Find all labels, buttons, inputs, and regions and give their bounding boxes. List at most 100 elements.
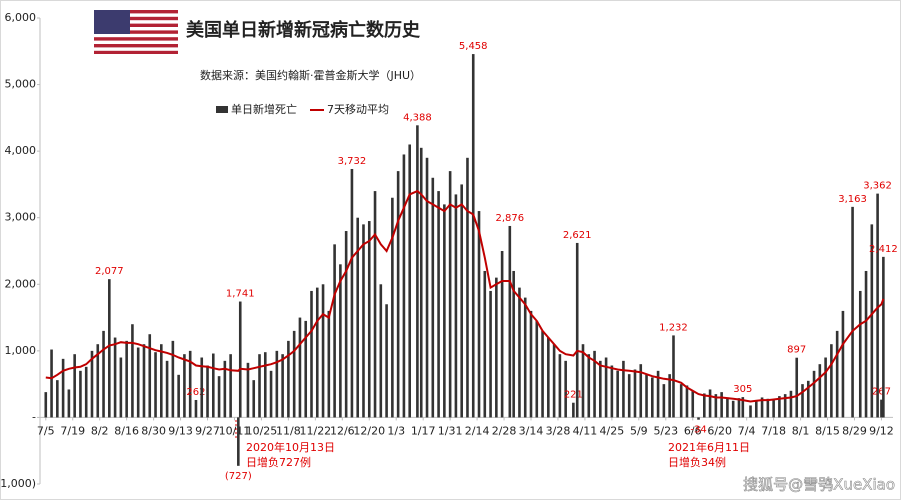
bar xyxy=(333,244,336,418)
bar xyxy=(339,264,342,418)
bar xyxy=(238,301,242,418)
bar xyxy=(783,394,787,418)
x-tick-label: 12/6 xyxy=(330,424,355,437)
x-tick-label: 8/1 xyxy=(792,424,810,437)
bar xyxy=(396,171,400,418)
bar xyxy=(535,320,539,418)
legend-swatch xyxy=(216,106,228,113)
bar xyxy=(668,374,671,418)
bar xyxy=(824,357,827,418)
watermark: 搜狐号@雪鸮XueXiao xyxy=(743,476,895,494)
bar xyxy=(217,376,221,418)
bar xyxy=(633,369,637,418)
bar xyxy=(622,360,625,418)
y-tick-label: - xyxy=(32,410,36,423)
bar xyxy=(604,357,608,418)
x-tick-label: 2/14 xyxy=(465,424,490,437)
bar xyxy=(489,290,492,418)
bar xyxy=(691,390,695,418)
bar xyxy=(84,366,88,418)
bar xyxy=(870,224,874,418)
bar xyxy=(281,354,284,418)
data-label: 2,621 xyxy=(563,230,592,241)
data-label: 2,412 xyxy=(869,244,898,255)
bar xyxy=(79,370,82,418)
bar xyxy=(269,370,273,418)
x-tick-label: 2/28 xyxy=(492,424,517,437)
bar xyxy=(806,380,810,418)
x-tick-label: 1/3 xyxy=(387,424,405,437)
x-tick-label: 12/20 xyxy=(353,424,385,437)
bar xyxy=(500,251,504,418)
bar xyxy=(477,211,481,418)
x-tick-label: 8/29 xyxy=(842,424,867,437)
data-label: 1,741 xyxy=(226,289,255,300)
bar xyxy=(882,256,885,418)
bar xyxy=(841,310,845,418)
bar xyxy=(448,171,452,418)
bar xyxy=(119,357,123,418)
bar xyxy=(812,370,816,418)
callout-note: 2021年6月11日 xyxy=(668,440,750,454)
data-label: 5,458 xyxy=(459,41,488,52)
bar xyxy=(108,279,111,418)
bar xyxy=(356,217,360,418)
x-tick-label: 11/22 xyxy=(299,424,331,437)
bar xyxy=(858,290,862,418)
bar xyxy=(258,354,261,418)
bar xyxy=(708,389,712,418)
line xyxy=(45,189,885,403)
bar xyxy=(344,231,348,418)
bar xyxy=(880,399,883,418)
bar xyxy=(714,394,718,418)
bar xyxy=(552,344,556,418)
x-tick-label: 8/30 xyxy=(141,424,166,437)
bar xyxy=(252,380,256,418)
bar xyxy=(298,317,302,418)
bar xyxy=(720,392,723,418)
bar xyxy=(275,350,279,418)
bar xyxy=(125,340,128,418)
bar xyxy=(645,374,648,418)
y-tick-label: 2,000 xyxy=(5,277,37,290)
bar xyxy=(703,393,706,418)
bar xyxy=(558,354,562,418)
bar xyxy=(90,350,94,418)
bar xyxy=(200,357,204,418)
bar xyxy=(211,353,215,418)
callout-note: 日增负34例 xyxy=(668,455,726,469)
bar xyxy=(437,191,440,418)
us-flag xyxy=(94,10,178,54)
bar xyxy=(656,370,660,418)
bar xyxy=(246,362,250,418)
x-tick-label: 4/25 xyxy=(600,424,625,437)
bar xyxy=(61,358,65,418)
bar xyxy=(835,330,839,418)
bar xyxy=(795,357,799,418)
x-tick-label: 7/19 xyxy=(60,424,85,437)
x-tick-label: 1/17 xyxy=(411,424,436,437)
chart-title: 美国单日新增新冠病亡数历史 xyxy=(186,19,421,41)
y-tick-label: 6,000 xyxy=(5,11,37,24)
bar xyxy=(547,337,550,418)
data-label: 305 xyxy=(733,384,752,395)
data-label: 3,362 xyxy=(863,181,892,192)
bar xyxy=(778,396,781,418)
data-label: 2,876 xyxy=(496,213,525,224)
bar xyxy=(408,144,411,418)
bar xyxy=(672,335,675,418)
bar xyxy=(165,360,169,418)
bar xyxy=(679,384,683,418)
x-tick-label: 3/14 xyxy=(519,424,544,437)
bar xyxy=(593,350,596,418)
x-tick-label: 9/12 xyxy=(869,424,894,437)
bar xyxy=(315,287,319,418)
x-tick-label: 8/16 xyxy=(114,424,139,437)
bar xyxy=(731,400,735,418)
bar xyxy=(495,277,498,418)
bar xyxy=(96,344,100,418)
bar xyxy=(419,147,423,418)
bar xyxy=(564,360,567,418)
bar xyxy=(772,400,775,418)
x-tick-label: 8/15 xyxy=(815,424,840,437)
